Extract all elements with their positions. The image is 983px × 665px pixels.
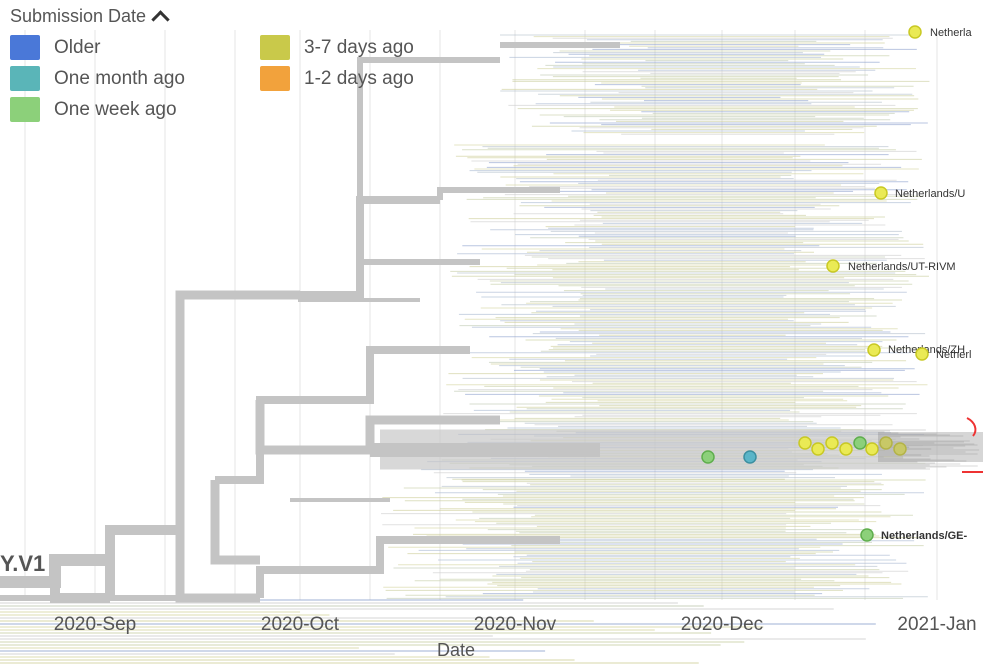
x-axis-label: Date — [437, 640, 475, 660]
tip-node[interactable] — [865, 442, 879, 456]
overlapping-tip-labels — [878, 432, 983, 462]
tick-2020-oct: 2020-Oct — [261, 614, 340, 635]
tip-label: Netherla — [930, 27, 972, 39]
tick-2020-sep: 2020-Sep — [54, 614, 136, 635]
tip-node[interactable] — [853, 436, 867, 450]
tip-node[interactable] — [908, 25, 922, 39]
legend-swatch — [10, 97, 40, 122]
legend-item-older[interactable]: Older — [10, 35, 260, 60]
x-axis: 2020-Sep 2020-Oct 2020-Nov 2020-Dec 2021… — [54, 614, 977, 660]
tree-backbone — [0, 42, 620, 603]
tip-node[interactable] — [874, 186, 888, 200]
tip-node[interactable] — [825, 436, 839, 450]
tip-node[interactable] — [839, 442, 853, 456]
legend-title: Submission Date — [10, 6, 147, 26]
legend-label: 3-7 days ago — [304, 36, 414, 58]
tip-node[interactable] — [915, 347, 929, 361]
tip-branches — [0, 34, 980, 664]
chevron-up-icon[interactable] — [151, 10, 170, 29]
legend-item-one-month[interactable]: One month ago — [10, 66, 260, 91]
legend-label: 1-2 days ago — [304, 67, 414, 89]
tip-label: Netherl — [936, 349, 971, 361]
legend-label: One month ago — [54, 67, 185, 89]
tip-label: Netherlands/U — [895, 188, 965, 200]
clade-label: Y.V1 — [0, 551, 45, 576]
legend-swatch — [260, 66, 290, 91]
tip-label: Netherlands/UT-RIVM — [848, 261, 956, 273]
legend-swatch — [260, 35, 290, 60]
legend-swatch — [10, 35, 40, 60]
tick-2021-jan: 2021-Jan — [897, 614, 976, 635]
tick-2020-dec: 2020-Dec — [681, 614, 763, 635]
tick-2020-nov: 2020-Nov — [474, 614, 557, 635]
tip-node[interactable] — [798, 436, 812, 450]
tip-label: Netherlands/GE- — [881, 530, 968, 542]
legend-label: One week ago — [54, 98, 177, 120]
tip-node[interactable] — [743, 450, 757, 464]
tip-node[interactable] — [860, 528, 874, 542]
tip-node[interactable] — [867, 343, 881, 357]
tip-node[interactable] — [826, 259, 840, 273]
tip-node[interactable] — [879, 436, 893, 450]
legend-item-one-week[interactable]: One week ago — [10, 97, 260, 122]
submission-date-legend: Submission Date Older 3-7 days ago One m… — [10, 6, 460, 122]
tip-node[interactable] — [701, 450, 715, 464]
legend-item-1-2-days[interactable]: 1-2 days ago — [260, 66, 460, 91]
legend-header[interactable]: Submission Date — [10, 6, 460, 29]
legend-swatch — [10, 66, 40, 91]
tip-markers[interactable]: Netherla Netherlands/U Netherlands/UT-RIVM… — [701, 25, 983, 542]
legend-label: Older — [54, 36, 101, 58]
tip-node[interactable] — [811, 442, 825, 456]
annotation-mark — [966, 417, 977, 437]
legend-item-3-7-days[interactable]: 3-7 days ago — [260, 35, 460, 60]
tip-node[interactable] — [893, 442, 907, 456]
